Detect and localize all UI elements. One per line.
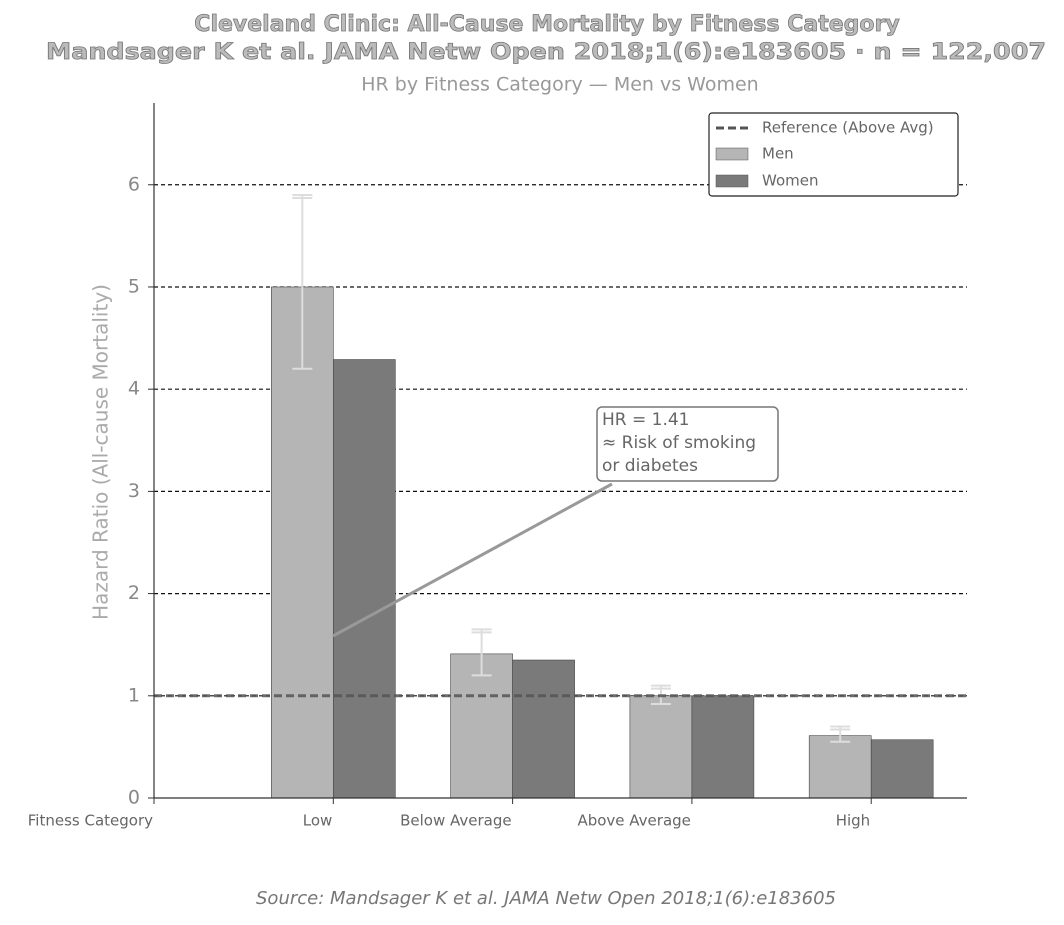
annotation-arrow [332,482,613,638]
bar [691,695,755,799]
y-axis-label: Hazard Ratio (All-cause Mortality) [89,284,113,620]
annotation-box [596,406,779,482]
bar [450,653,513,799]
chart-title: Mandsager K et al. JAMA Netw Open 2018;1… [46,40,1046,65]
y-tick-label: 1 [128,684,140,706]
error-bar [292,193,313,370]
legend-key [715,147,749,161]
legend: Reference (Above Avg) Men Women [708,112,959,197]
x-tick-label: Low [303,812,333,830]
y-tick-label: 3 [128,480,140,502]
legend-key [715,174,749,188]
bar [629,695,693,799]
bar [512,659,575,799]
annotation-text: HR = 1.41 [602,410,690,430]
legend-label: Men [762,145,794,163]
bar [270,286,334,799]
annotation-text: or diabetes [602,456,698,476]
y-tick-label: 0 [128,787,140,809]
y-tick-label: 5 [128,275,140,297]
y-tick-label: 6 [128,173,140,195]
error-bar [830,725,851,743]
bar [332,359,396,799]
bar [808,735,872,799]
annotation-text: ≈ Risk of smoking [602,433,756,453]
chart-title: Cleveland Clinic: All-Cause Mortality by… [194,12,899,37]
x-tick-label: Fitness Category [28,812,153,830]
x-tick-label: Above Average [577,812,690,830]
x-tick-label: High [836,812,870,830]
y-tick-label: 2 [128,582,140,604]
legend-box [708,112,959,197]
legend-label: Reference (Above Avg) [762,119,934,137]
source-note: Source: Mandsager K et al. JAMA Netw Ope… [256,888,836,909]
bar [870,739,934,799]
chart-subtitle: HR by Fitness Category — Men vs Women [361,74,758,96]
legend-label: Women [762,172,818,190]
plot-area: 0 1 2 3 4 5 6 Fitness Category Low Below Average A… [28,173,967,830]
error-bar [471,628,492,677]
y-tick-label: 4 [128,378,140,400]
x-tick-label: Below Average [400,812,512,830]
